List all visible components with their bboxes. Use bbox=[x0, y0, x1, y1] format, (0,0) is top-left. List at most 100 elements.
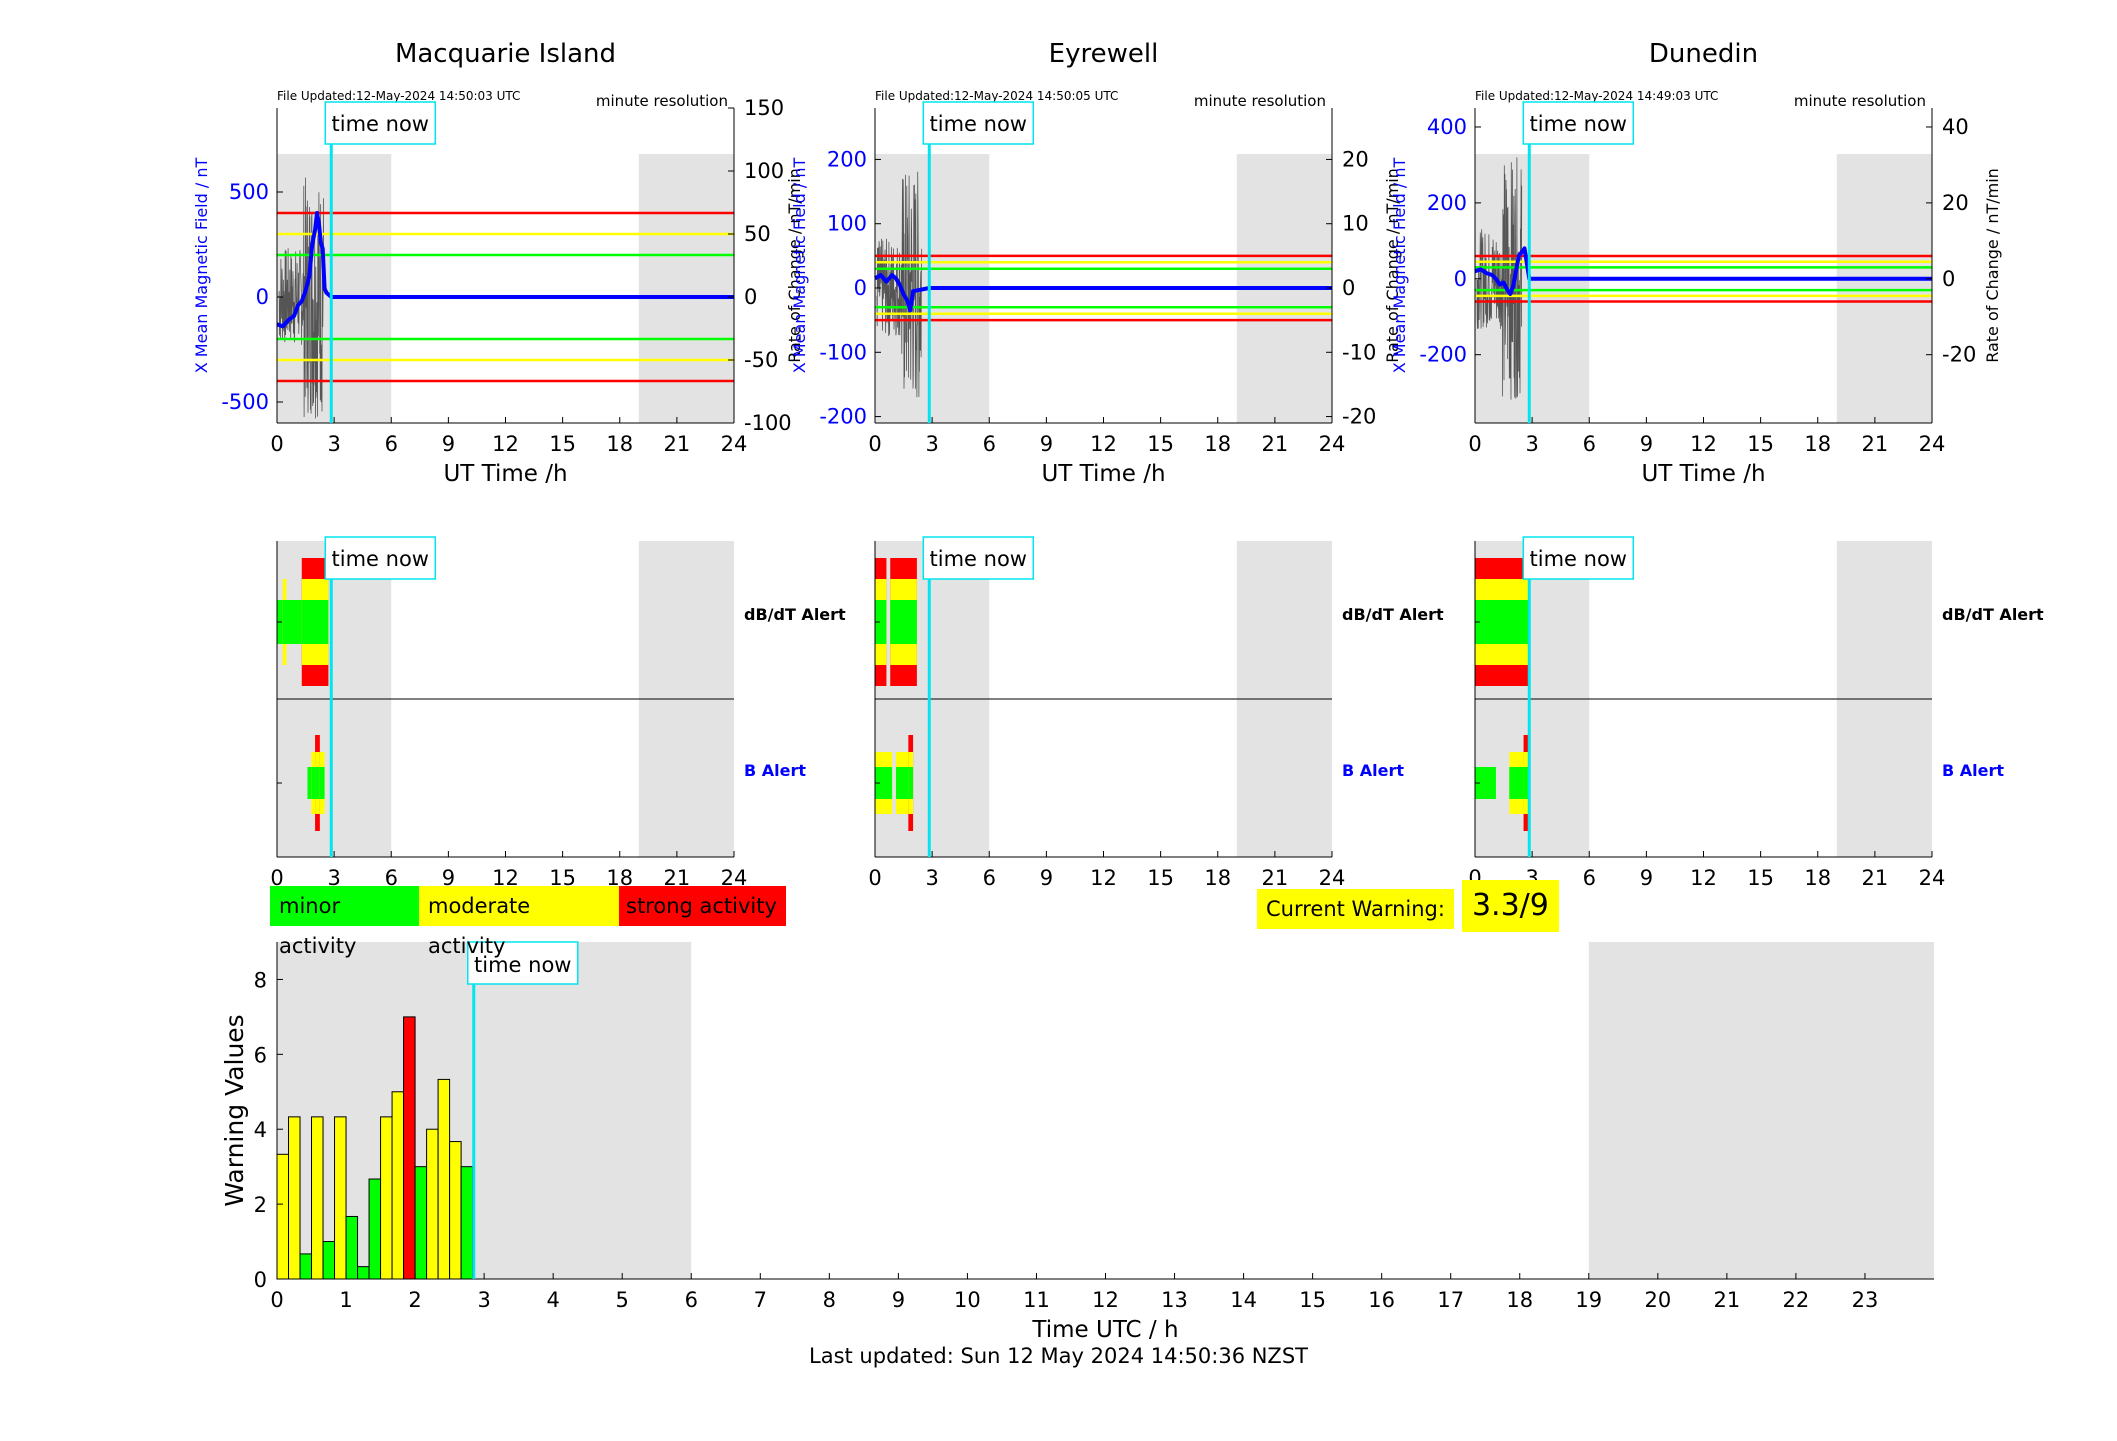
x-tick-label: 21 bbox=[1262, 432, 1289, 456]
right-tick-label: -20 bbox=[1942, 343, 1976, 367]
alert-x-tick-label: 3 bbox=[925, 866, 938, 890]
time-now-box-alert bbox=[324, 536, 437, 580]
left-tick-label: 200 bbox=[827, 147, 867, 171]
warning-x-tick-label: 22 bbox=[1783, 1288, 1810, 1312]
warning-y-tick-label: 8 bbox=[254, 968, 267, 992]
left-tick-label: 0 bbox=[1454, 267, 1467, 291]
dbdt-alert-segment bbox=[282, 600, 287, 644]
right-tick-label: 40 bbox=[1942, 115, 1969, 139]
time-now-box-alert bbox=[1522, 536, 1635, 580]
b-alert-segment bbox=[1523, 767, 1531, 799]
warning-y-axis-label: Warning Values bbox=[220, 1014, 249, 1206]
warning-x-tick-label: 19 bbox=[1575, 1288, 1602, 1312]
x-tick-label: 21 bbox=[1862, 432, 1889, 456]
x-tick-label: 24 bbox=[721, 432, 748, 456]
resolution-text: minute resolution bbox=[1194, 92, 1326, 110]
x-tick-label: 18 bbox=[1804, 432, 1831, 456]
right-tick-label: 0 bbox=[1342, 276, 1355, 300]
warning-x-tick-label: 11 bbox=[1023, 1288, 1050, 1312]
left-axis-label: X Mean Magnetic Field / nT bbox=[192, 158, 211, 374]
alert-x-tick-label: 12 bbox=[1090, 866, 1117, 890]
time-now-label-alert: time now bbox=[332, 547, 429, 571]
dbdt-alert-segment bbox=[890, 600, 917, 644]
x-tick-label: 15 bbox=[549, 432, 576, 456]
warning-bar bbox=[414, 1166, 428, 1280]
right-tick-label: 20 bbox=[1942, 191, 1969, 215]
night-shade-warning bbox=[1588, 942, 1934, 1279]
b-alert-segment bbox=[311, 767, 316, 799]
current-warning-value: 3.3/9 bbox=[1461, 880, 1559, 932]
file-updated-text: File Updated:12-May-2024 14:49:03 UTC bbox=[1475, 89, 1718, 103]
field-series-dunedin bbox=[1474, 246, 1932, 296]
alert-x-tick-label: 6 bbox=[983, 866, 996, 890]
legend: minor activity moderate activity strong … bbox=[270, 886, 786, 958]
dbdt-alert-segment bbox=[1475, 600, 1531, 644]
alert-x-tick-label: 18 bbox=[1804, 866, 1831, 890]
alert-x-tick-label: 6 bbox=[1583, 866, 1596, 890]
warning-bar bbox=[322, 1241, 336, 1280]
x-tick-label: 3 bbox=[925, 432, 938, 456]
warning-bar bbox=[368, 1178, 382, 1280]
warning-bar bbox=[334, 1116, 347, 1280]
warning-bar bbox=[460, 1166, 474, 1280]
right-tick-label: 150 bbox=[744, 96, 784, 120]
right-tick-label: -20 bbox=[1342, 405, 1376, 429]
alert-x-tick-label: 0 bbox=[868, 866, 881, 890]
warning-x-tick-label: 9 bbox=[892, 1288, 905, 1312]
left-tick-label: -200 bbox=[819, 405, 867, 429]
warning-x-tick-label: 10 bbox=[954, 1288, 981, 1312]
station-title-eyrewell: Eyrewell bbox=[1049, 39, 1159, 69]
warning-x-tick-label: 2 bbox=[408, 1288, 421, 1312]
legend-strong: strong activity bbox=[619, 886, 786, 926]
right-tick-label: 50 bbox=[744, 222, 771, 246]
station-title-macquarie: Macquarie Island bbox=[395, 39, 616, 69]
x-tick-label: 24 bbox=[1319, 432, 1346, 456]
x-tick-label: 12 bbox=[492, 432, 519, 456]
left-tick-label: 100 bbox=[827, 212, 867, 236]
x-tick-label: 6 bbox=[1583, 432, 1596, 456]
alert-x-tick-label: 21 bbox=[1262, 866, 1289, 890]
b-alert-label: B Alert bbox=[1942, 761, 2004, 780]
time-now-label-alert: time now bbox=[1530, 547, 1627, 571]
x-tick-label: 0 bbox=[270, 432, 283, 456]
alert-x-tick-label: 0 bbox=[270, 866, 283, 890]
left-axis-label: X Mean Magnetic Field / nT bbox=[790, 158, 809, 374]
x-tick-label: 24 bbox=[1919, 432, 1946, 456]
b-alert-segment bbox=[1509, 767, 1524, 799]
time-now-label: time now bbox=[1530, 112, 1627, 136]
file-updated-text: File Updated:12-May-2024 14:50:05 UTC bbox=[875, 89, 1118, 103]
legend-minor: minor activity bbox=[270, 886, 419, 958]
warning-x-tick-label: 13 bbox=[1161, 1288, 1188, 1312]
b-alert-label: B Alert bbox=[1342, 761, 1404, 780]
warning-bar bbox=[357, 1266, 370, 1280]
warning-x-tick-label: 18 bbox=[1506, 1288, 1533, 1312]
resolution-text: minute resolution bbox=[1794, 92, 1926, 110]
x-tick-label: 0 bbox=[1468, 432, 1481, 456]
left-tick-label: 400 bbox=[1427, 115, 1467, 139]
right-tick-label: 0 bbox=[1942, 267, 1955, 291]
right-axis-label: Rate of Change / nT/min bbox=[1383, 168, 1402, 363]
rate-trace-macquarie bbox=[278, 177, 325, 419]
warning-x-axis-label: Time UTC / h bbox=[1031, 1317, 1178, 1343]
file-updated-text: File Updated:12-May-2024 14:50:03 UTC bbox=[277, 89, 520, 103]
time-now-label-alert: time now bbox=[930, 547, 1027, 571]
alert-x-tick-label: 24 bbox=[1319, 866, 1346, 890]
right-tick-label: 0 bbox=[744, 285, 757, 309]
warning-x-tick-label: 15 bbox=[1299, 1288, 1326, 1312]
warning-bar bbox=[449, 1141, 462, 1280]
x-axis-label: UT Time /h bbox=[443, 461, 567, 487]
b-alert-segment bbox=[1475, 767, 1496, 799]
resolution-text: minute resolution bbox=[596, 92, 728, 110]
x-tick-label: 6 bbox=[385, 432, 398, 456]
x-tick-label: 15 bbox=[1147, 432, 1174, 456]
x-tick-label: 0 bbox=[868, 432, 881, 456]
night-shade-dunedin bbox=[1836, 154, 1932, 423]
right-tick-label: -50 bbox=[744, 348, 778, 372]
warning-x-tick-label: 17 bbox=[1437, 1288, 1464, 1312]
x-tick-label: 9 bbox=[1040, 432, 1053, 456]
warning-bar bbox=[437, 1078, 451, 1280]
alert-x-tick-label: 3 bbox=[327, 866, 340, 890]
b-alert-segment bbox=[908, 767, 914, 799]
warning-x-tick-label: 7 bbox=[754, 1288, 767, 1312]
